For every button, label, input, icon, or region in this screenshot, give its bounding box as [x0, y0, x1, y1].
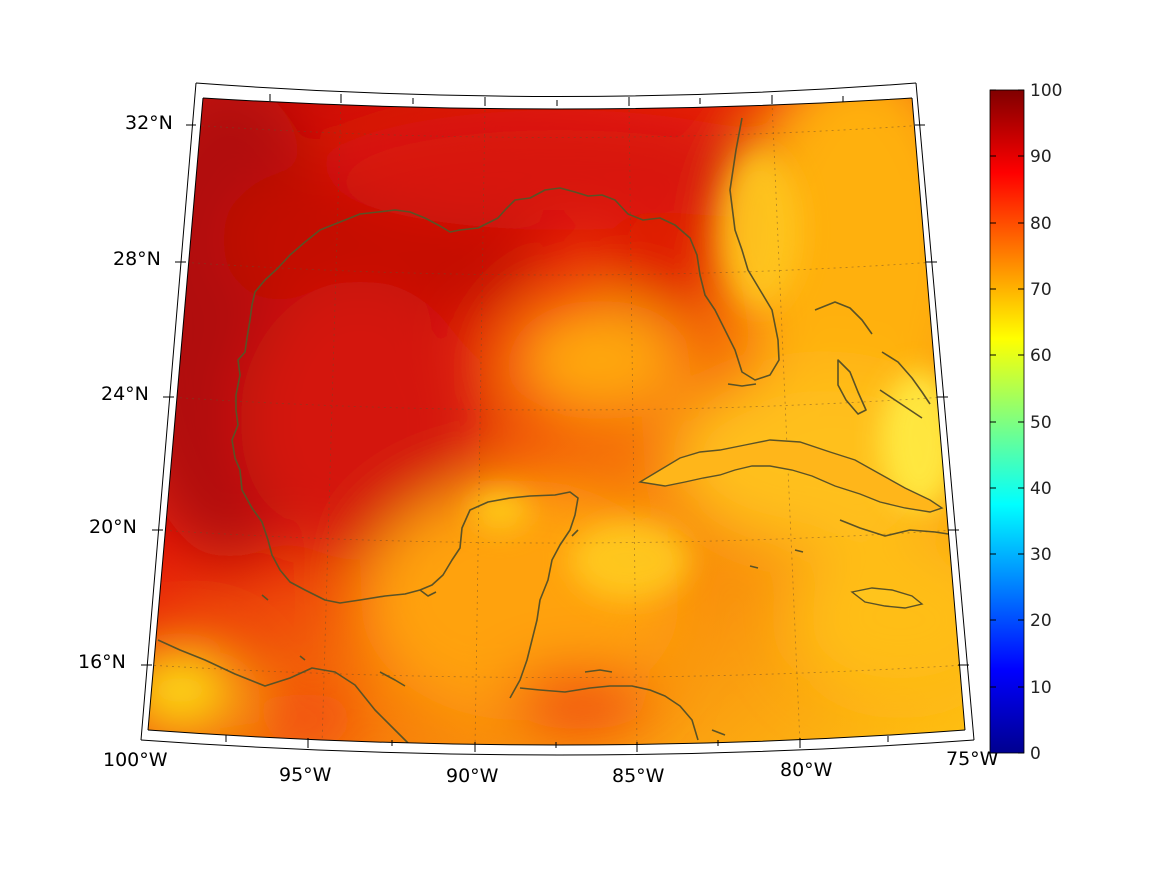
- lon-label: 90°W: [446, 765, 499, 787]
- cuba: [637, 439, 944, 513]
- lon-label: 75°W: [946, 748, 999, 770]
- gridlines: [148, 99, 965, 745]
- lat-label: 32°N: [125, 112, 173, 134]
- lat-label: 20°N: [89, 516, 137, 538]
- gulf-coastline: [231, 117, 780, 699]
- lat-label: 24°N: [101, 383, 149, 405]
- lon-label: 80°W: [780, 759, 833, 781]
- colorbar-tick-label: 50: [1030, 413, 1052, 433]
- colorbar-tick-label: 20: [1030, 611, 1052, 631]
- colorbar-tick-label: 70: [1030, 280, 1052, 300]
- colorbar-tick-label: 90: [1030, 147, 1052, 167]
- colorbar-tick-label: 30: [1030, 545, 1052, 565]
- colorbar-tick-label: 80: [1030, 214, 1052, 234]
- lon-label: 95°W: [279, 764, 332, 786]
- colorbar-tick-label: 40: [1030, 479, 1052, 499]
- colorbar-tick-label: 10: [1030, 678, 1052, 698]
- jamaica: [850, 587, 924, 609]
- lon-label: 85°W: [612, 765, 665, 787]
- colorbar-tick-label: 100: [1030, 81, 1062, 101]
- colorbar-tick-label: 0: [1030, 744, 1041, 764]
- lon-label: 100°W: [103, 749, 168, 771]
- colorbar-ticks: [990, 89, 1024, 754]
- lat-label: 16°N: [78, 651, 126, 673]
- relative-humidity-field: [148, 98, 965, 745]
- colorbar-tick-label: 60: [1030, 346, 1052, 366]
- map-frame: [140, 82, 975, 756]
- lat-label: 28°N: [113, 248, 161, 270]
- longitude-labels: 100°W 95°W 90°W 85°W 80°W 75°W: [103, 748, 999, 787]
- coastlines: [157, 117, 956, 745]
- colorbar: 0 10 20 30 40 50 60 70 80 90 100: [989, 81, 1062, 764]
- latitude-labels: 32°N 28°N 24°N 20°N 16°N: [78, 112, 173, 673]
